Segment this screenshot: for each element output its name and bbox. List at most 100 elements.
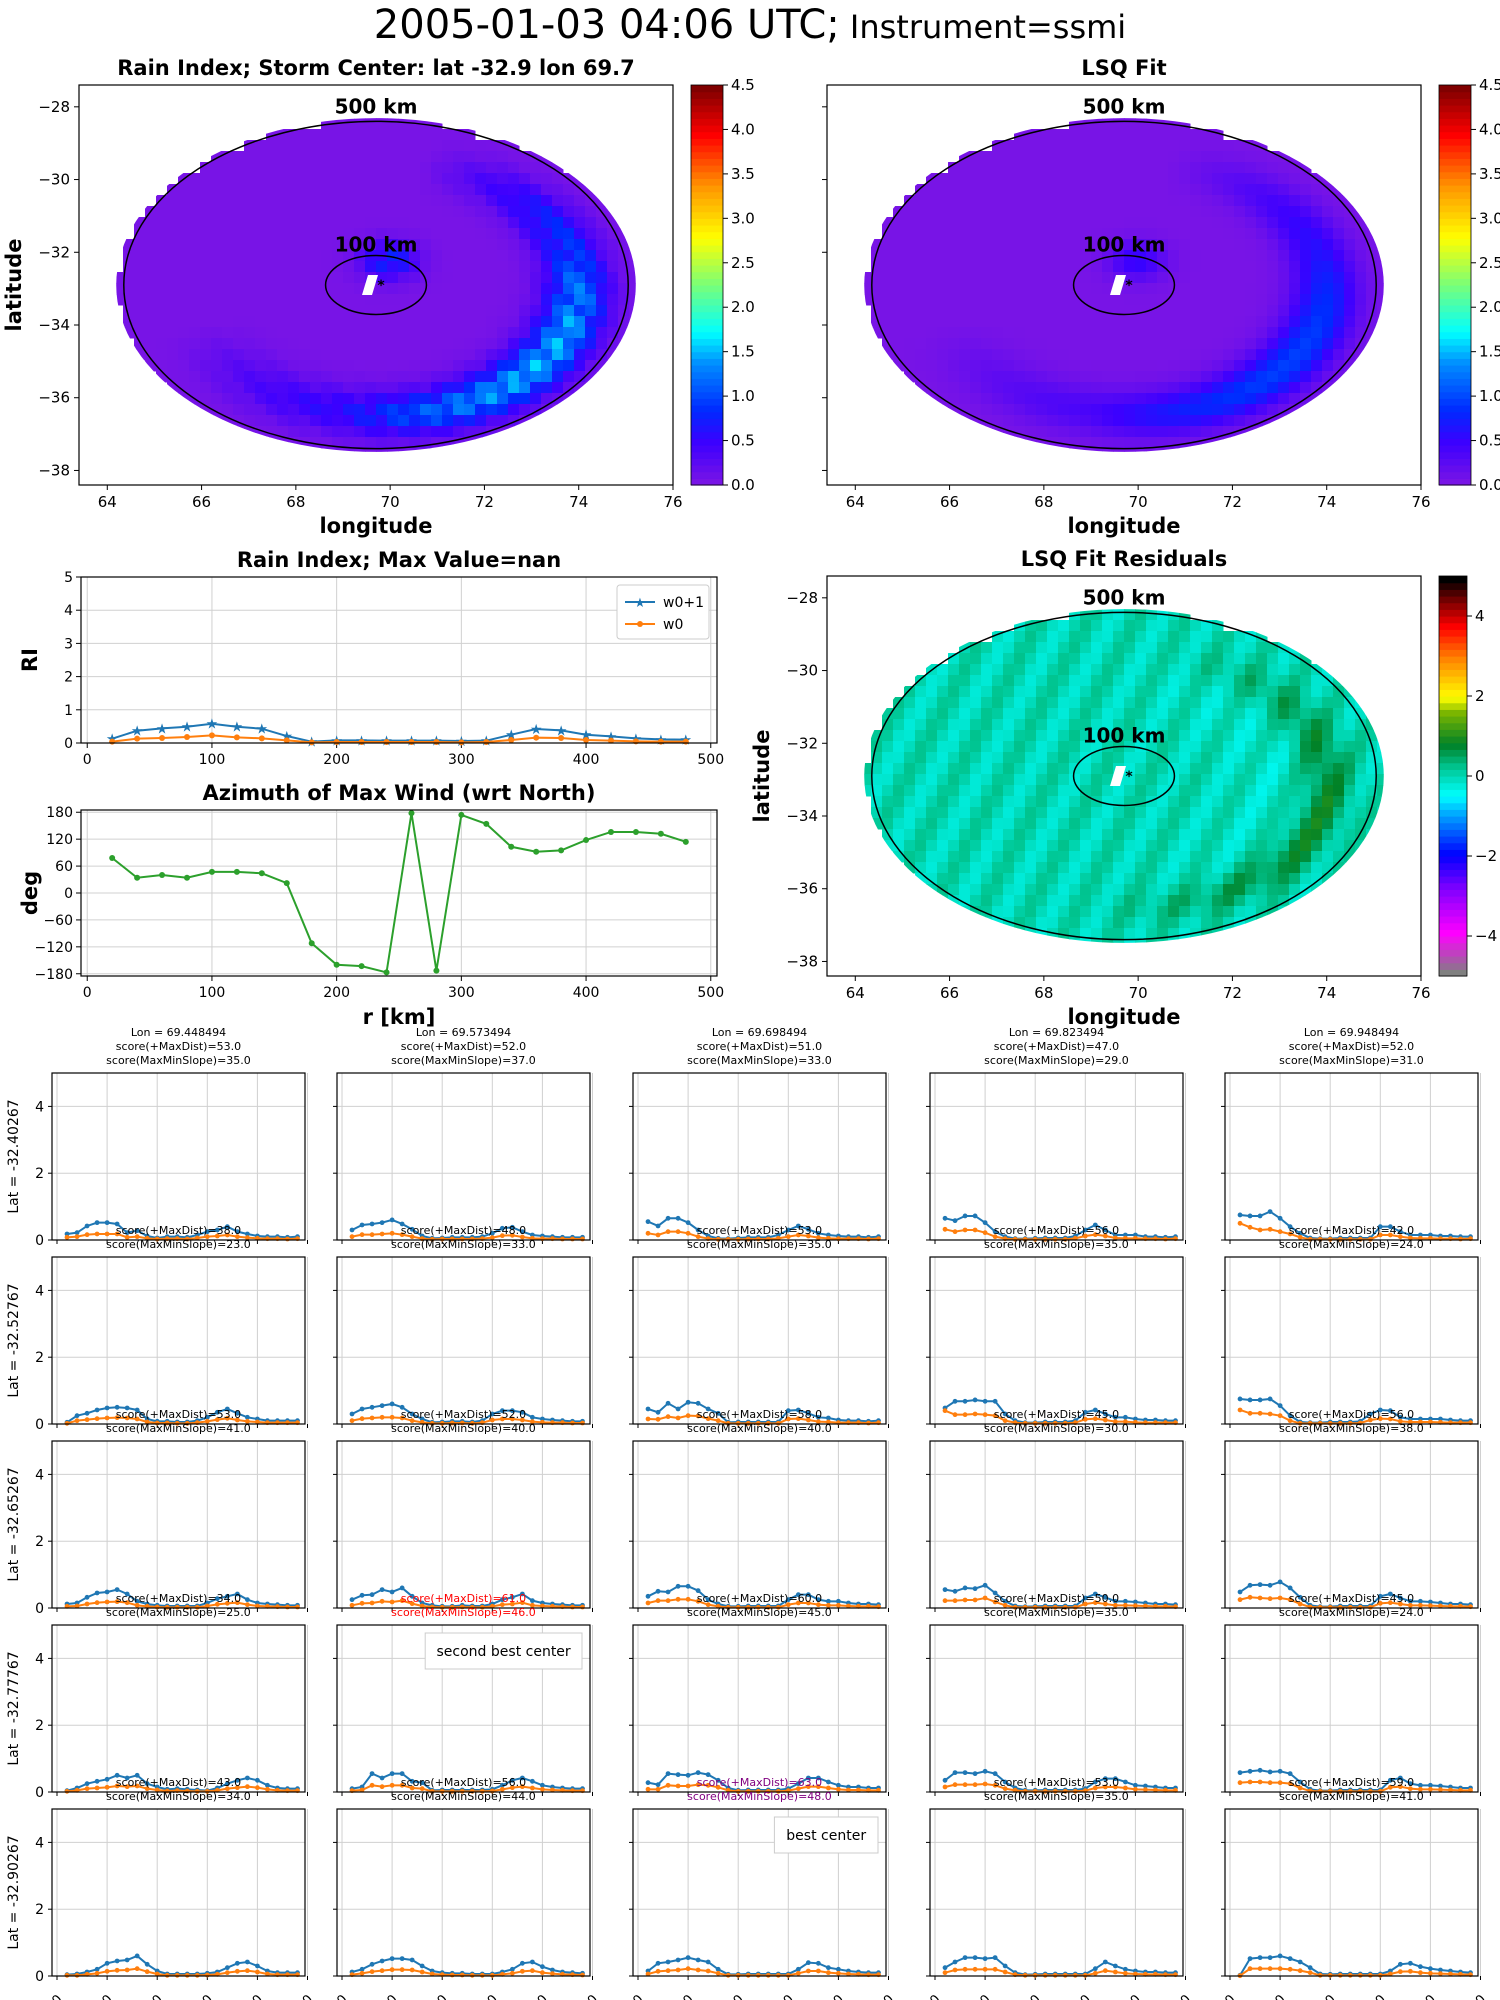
colorbar-segment [1439, 642, 1467, 650]
data-cell [1080, 382, 1092, 394]
data-cell [475, 349, 487, 361]
data-cell [376, 305, 388, 317]
data-cell [1003, 283, 1015, 295]
data-point [825, 1419, 831, 1425]
data-cell [1080, 162, 1092, 174]
colorbar-segment [691, 438, 723, 446]
data-cell [1146, 162, 1158, 174]
data-cell [1212, 294, 1224, 306]
data-cell [475, 338, 487, 350]
data-cell [200, 206, 212, 218]
data-cell [1135, 895, 1147, 907]
data-cell [1179, 415, 1191, 427]
data-cell [1025, 349, 1037, 361]
x-tick-label: 74 [569, 493, 588, 511]
data-cell [387, 118, 399, 130]
data-cell [211, 228, 223, 240]
data-point [705, 1597, 711, 1603]
data-cell [1278, 316, 1290, 328]
data-cell [365, 404, 377, 416]
data-cell [343, 393, 355, 405]
data-cell [1267, 785, 1279, 797]
data-cell [233, 360, 245, 372]
colorbar-segment [1439, 742, 1467, 750]
data-cell [1058, 642, 1070, 654]
data-cell [497, 437, 509, 449]
data-cell [1267, 906, 1279, 918]
data-cell [1256, 906, 1268, 918]
data-cell [211, 360, 223, 372]
data-point [104, 1589, 110, 1595]
data-point [379, 1414, 385, 1420]
data-cell [343, 184, 355, 196]
data-cell [1212, 730, 1224, 742]
data-cell [1212, 851, 1224, 863]
colorbar-segment [691, 371, 723, 379]
data-cell [948, 305, 960, 317]
data-cell [1245, 686, 1257, 698]
data-cell [1190, 162, 1202, 174]
data-cell [343, 448, 355, 452]
data-cell [1179, 118, 1191, 130]
data-cell [1069, 807, 1081, 819]
data-cell [926, 239, 938, 251]
colorbar-segment [691, 338, 723, 346]
data-cell [420, 371, 432, 383]
data-cell [1135, 151, 1147, 163]
data-cell [1157, 140, 1169, 152]
data-cell [354, 404, 366, 416]
data-cell [299, 272, 311, 284]
data-cell [970, 664, 982, 676]
data-cell [1377, 261, 1384, 273]
data-cell [519, 173, 531, 185]
data-point [519, 1409, 525, 1415]
data-cell [453, 272, 465, 284]
data-cell [321, 294, 333, 306]
data-cell [1278, 382, 1290, 394]
data-cell [1179, 184, 1191, 196]
data-cell [1245, 261, 1257, 273]
colorbar-segment [1439, 662, 1467, 670]
data-cell [1124, 360, 1136, 372]
data-cell [398, 382, 410, 394]
data-cell [1289, 818, 1301, 830]
data-cell [948, 796, 960, 808]
data-cell [1058, 730, 1070, 742]
data-cell [200, 162, 212, 174]
data-cell [343, 415, 355, 427]
y-tick-label: −28 [786, 589, 818, 607]
data-cell [992, 360, 1004, 372]
data-cell [1069, 228, 1081, 240]
data-cell [1157, 763, 1169, 775]
data-cell [200, 239, 212, 251]
data-cell [1267, 818, 1279, 830]
data-cell [1234, 719, 1246, 731]
data-cell [1036, 917, 1048, 929]
data-cell [398, 371, 410, 383]
data-cell [178, 184, 190, 196]
data-cell [519, 305, 531, 317]
data-point [982, 1220, 988, 1226]
data-cell [244, 261, 256, 273]
data-cell [244, 371, 256, 383]
data-cell [629, 294, 636, 306]
data-cell [409, 360, 421, 372]
data-cell [222, 228, 234, 240]
data-cell [1179, 360, 1191, 372]
data-cell [1278, 360, 1290, 372]
data-point-star: ★ [256, 722, 269, 738]
data-cell [420, 316, 432, 328]
data-cell [1003, 840, 1015, 852]
data-point [74, 1603, 80, 1609]
data-cell [981, 305, 993, 317]
data-cell [1135, 840, 1147, 852]
data-cell [1113, 294, 1125, 306]
data-cell [926, 686, 938, 698]
data-cell [1223, 206, 1235, 218]
data-point [665, 1215, 671, 1221]
data-cell [1212, 785, 1224, 797]
data-cell [167, 360, 179, 372]
data-cell [585, 283, 597, 295]
data-point [1102, 1227, 1108, 1233]
data-cell [1014, 294, 1026, 306]
